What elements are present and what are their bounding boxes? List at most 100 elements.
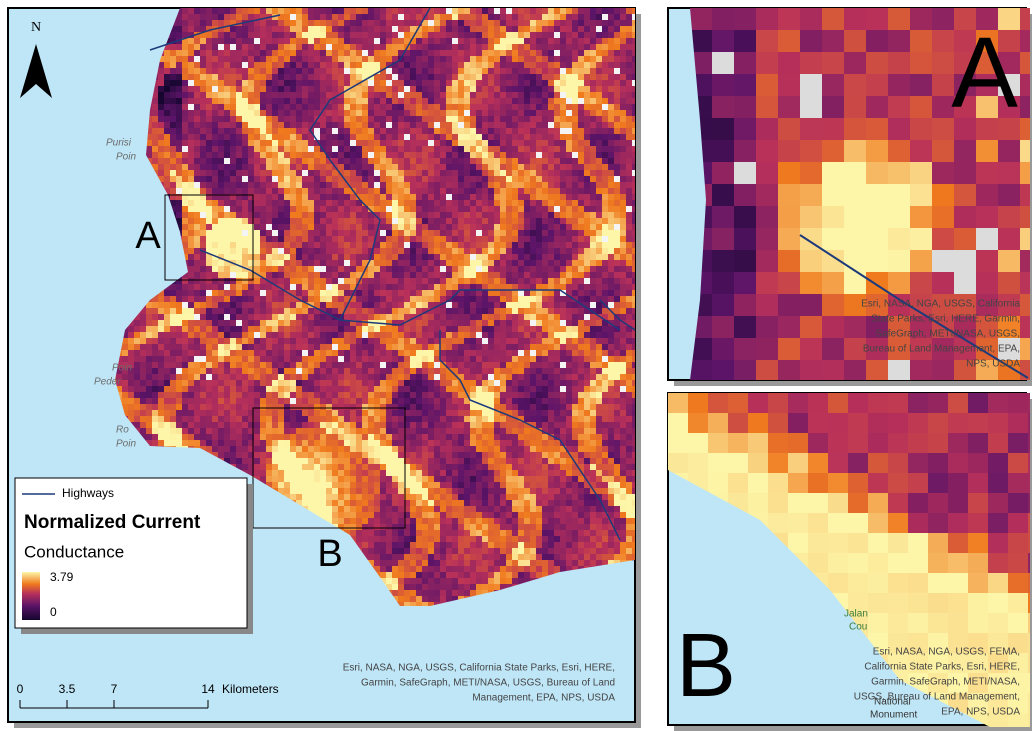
raster-cell bbox=[308, 44, 314, 50]
raster-cell bbox=[326, 326, 332, 332]
raster-cell bbox=[182, 134, 188, 140]
raster-cell bbox=[548, 182, 554, 188]
raster-cell bbox=[404, 314, 410, 320]
raster-cell bbox=[404, 110, 410, 116]
raster-cell bbox=[482, 146, 488, 152]
raster-cell bbox=[626, 284, 632, 290]
raster-cell bbox=[356, 308, 362, 314]
raster-cell bbox=[218, 200, 224, 206]
raster-cell bbox=[512, 218, 518, 224]
raster-cell bbox=[230, 332, 236, 338]
raster-cell bbox=[134, 326, 140, 332]
raster-cell bbox=[500, 284, 506, 290]
raster-cell bbox=[458, 152, 464, 158]
raster-cell bbox=[338, 272, 344, 278]
raster-cell bbox=[320, 26, 326, 32]
raster-cell bbox=[218, 56, 224, 62]
raster-cell bbox=[608, 44, 614, 50]
raster-cell bbox=[386, 128, 392, 134]
raster-cell bbox=[344, 254, 350, 260]
raster-cell bbox=[212, 182, 218, 188]
raster-cell bbox=[314, 170, 320, 176]
raster-cell bbox=[386, 98, 392, 104]
raster-cell bbox=[368, 296, 374, 302]
raster-cell bbox=[248, 302, 254, 308]
raster-cell bbox=[290, 206, 296, 212]
raster-cell bbox=[410, 86, 416, 92]
raster-cell bbox=[434, 14, 440, 20]
raster-cell bbox=[374, 314, 380, 320]
raster-cell bbox=[404, 260, 410, 266]
raster-cell bbox=[350, 68, 356, 74]
raster-cell bbox=[602, 158, 608, 164]
raster-cell bbox=[188, 80, 194, 86]
raster-cell bbox=[332, 128, 338, 134]
raster-cell bbox=[536, 272, 542, 278]
raster-cell bbox=[476, 272, 482, 278]
raster-cell bbox=[518, 218, 524, 224]
raster-cell bbox=[338, 80, 344, 86]
raster-cell bbox=[548, 26, 554, 32]
raster-cell bbox=[308, 92, 314, 98]
raster-cell bbox=[542, 230, 548, 236]
raster-cell bbox=[224, 134, 230, 140]
raster-cell bbox=[350, 152, 356, 158]
raster-cell bbox=[230, 320, 236, 326]
raster-cell bbox=[200, 332, 206, 338]
raster-cell bbox=[590, 212, 596, 218]
raster-cell bbox=[344, 152, 350, 158]
raster-cell bbox=[536, 152, 542, 158]
raster-cell bbox=[476, 98, 482, 104]
raster-cell bbox=[212, 146, 218, 152]
raster-cell bbox=[578, 128, 584, 134]
raster-cell bbox=[608, 80, 614, 86]
raster-cell bbox=[332, 266, 338, 272]
raster-cell bbox=[392, 302, 398, 308]
raster-cell bbox=[488, 20, 494, 26]
raster-cell bbox=[302, 194, 308, 200]
raster-cell bbox=[422, 332, 428, 338]
raster-cell bbox=[350, 260, 356, 266]
raster-cell bbox=[596, 302, 602, 308]
raster-cell bbox=[212, 320, 218, 326]
raster-cell bbox=[398, 86, 404, 92]
raster-cell bbox=[416, 140, 422, 146]
raster-cell bbox=[398, 62, 404, 68]
raster-cell bbox=[338, 116, 344, 122]
raster-cell bbox=[194, 110, 200, 116]
raster-cell bbox=[482, 140, 488, 146]
raster-cell bbox=[488, 326, 494, 332]
raster-cell bbox=[566, 272, 572, 278]
raster-cell bbox=[326, 224, 332, 230]
raster-cell bbox=[320, 14, 326, 20]
raster-cell bbox=[554, 44, 560, 50]
raster-cell bbox=[440, 20, 446, 26]
raster-cell bbox=[584, 332, 590, 338]
raster-cell bbox=[272, 80, 278, 86]
raster-cell bbox=[536, 56, 542, 62]
raster-cell bbox=[446, 266, 452, 272]
raster-cell bbox=[386, 134, 392, 140]
raster-cell bbox=[620, 308, 626, 314]
raster-cell bbox=[236, 110, 242, 116]
raster-cell bbox=[200, 86, 206, 92]
raster-cell bbox=[242, 272, 248, 278]
raster-cell bbox=[542, 266, 548, 272]
raster-cell bbox=[482, 8, 488, 14]
raster-cell bbox=[176, 20, 182, 26]
raster-cell bbox=[500, 206, 506, 212]
raster-cell bbox=[608, 296, 614, 302]
raster-cell bbox=[452, 332, 458, 338]
raster-cell bbox=[500, 188, 506, 194]
raster-cell bbox=[266, 338, 272, 344]
raster-cell bbox=[194, 272, 200, 278]
raster-cell bbox=[560, 254, 566, 260]
raster-cell bbox=[272, 230, 278, 236]
raster-cell bbox=[392, 122, 398, 128]
raster-cell bbox=[170, 32, 176, 38]
raster-cell bbox=[212, 308, 218, 314]
raster-cell bbox=[320, 164, 326, 170]
raster-cell bbox=[506, 182, 512, 188]
raster-cell bbox=[272, 206, 278, 212]
raster-cell bbox=[560, 92, 566, 98]
